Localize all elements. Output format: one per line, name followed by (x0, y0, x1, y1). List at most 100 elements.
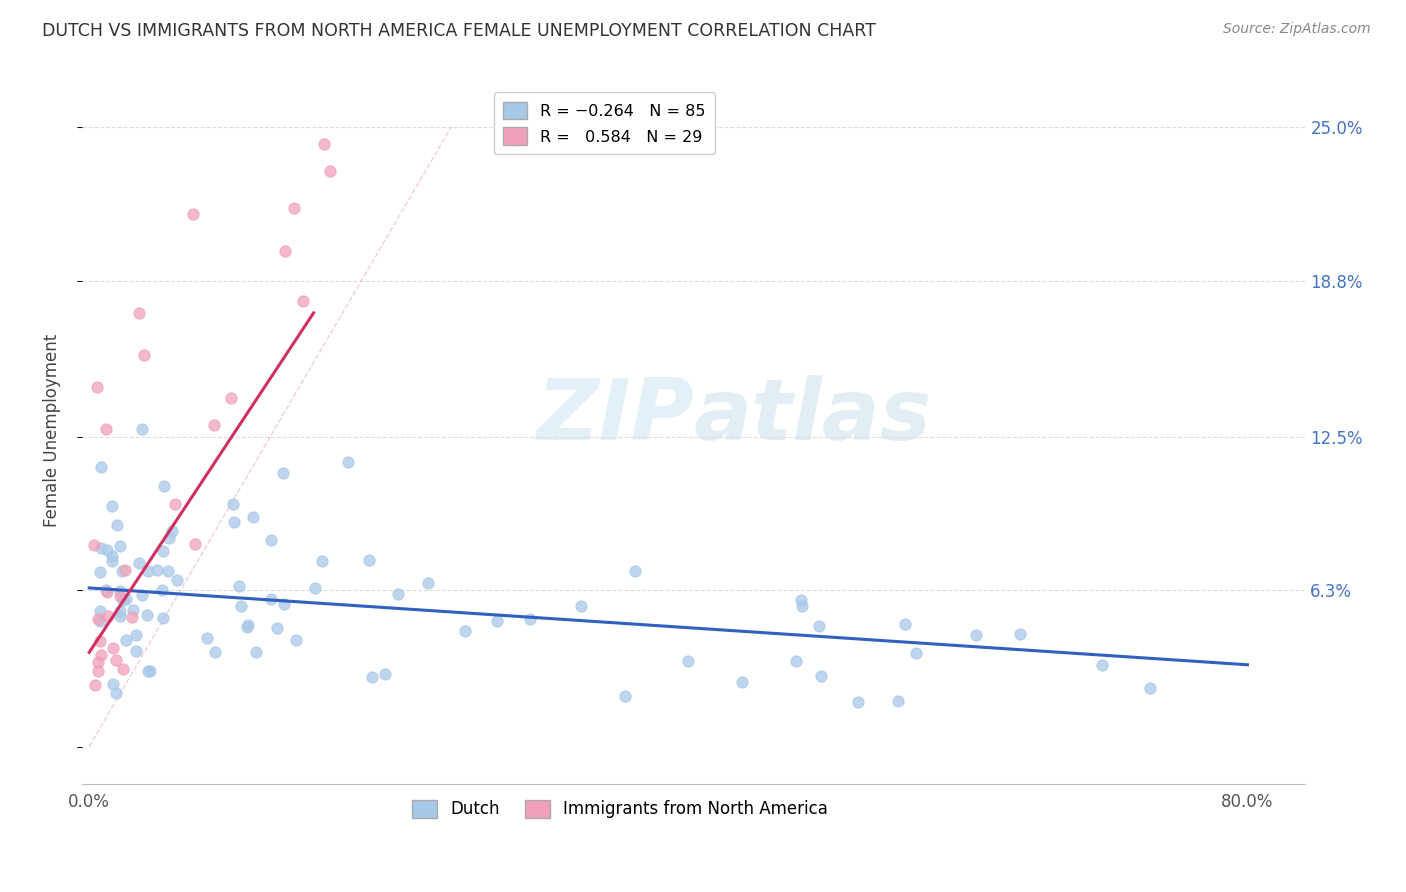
Point (90, 648, 112, 662)
Point (152, 544, 174, 558)
Point (291, 294, 314, 309)
Point (283, 201, 305, 215)
Point (96, 542, 118, 557)
Point (94, 422, 117, 436)
Point (202, 417, 225, 432)
Point (284, 632, 307, 647)
Point (103, 641, 125, 656)
Point (131, 422, 153, 436)
Point (318, 163, 340, 178)
Point (228, 579, 250, 593)
Point (569, 599, 592, 614)
Point (84, 677, 107, 691)
Point (785, 654, 807, 668)
Point (100, 499, 122, 513)
Point (96, 585, 118, 599)
Text: Source: ZipAtlas.com: Source: ZipAtlas.com (1223, 22, 1371, 37)
Point (623, 564, 645, 578)
Point (312, 136, 335, 151)
Point (1139, 681, 1161, 695)
Point (83, 538, 105, 552)
Point (221, 497, 243, 511)
Point (905, 646, 928, 660)
Point (131, 588, 153, 602)
Point (790, 592, 813, 607)
Text: ZIP: ZIP (536, 375, 693, 458)
Point (125, 644, 148, 658)
Point (165, 497, 187, 511)
Point (90, 459, 112, 474)
Point (181, 207, 204, 221)
Point (128, 306, 150, 320)
Point (273, 597, 295, 611)
Point (273, 244, 295, 258)
Point (112, 593, 135, 607)
Point (271, 466, 294, 480)
Point (676, 654, 699, 668)
Point (89, 614, 111, 628)
Point (731, 675, 754, 690)
Point (89, 565, 111, 579)
Point (136, 607, 159, 622)
Point (87, 664, 110, 678)
Point (89, 633, 111, 648)
Point (219, 391, 242, 405)
Point (229, 599, 252, 613)
Point (894, 616, 917, 631)
Y-axis label: Female Unemployment: Female Unemployment (44, 334, 60, 527)
Point (519, 612, 541, 626)
Point (115, 632, 138, 647)
Text: atlas: atlas (693, 375, 932, 458)
Point (374, 667, 396, 681)
Point (97, 609, 120, 624)
Point (136, 664, 159, 678)
Point (387, 587, 409, 601)
Point (108, 604, 131, 618)
Point (260, 592, 283, 607)
Point (242, 509, 264, 524)
Point (114, 563, 136, 577)
Point (101, 549, 124, 563)
Point (184, 537, 207, 551)
Point (111, 564, 134, 578)
Point (454, 624, 477, 639)
Point (486, 614, 509, 628)
Point (166, 573, 188, 587)
Point (887, 694, 910, 708)
Point (790, 599, 813, 613)
Point (224, 516, 246, 530)
Point (157, 564, 180, 578)
Point (108, 609, 131, 624)
Point (132, 348, 155, 362)
Point (418, 576, 440, 591)
Point (128, 556, 150, 570)
Point (235, 620, 257, 634)
Point (125, 628, 148, 642)
Point (146, 563, 169, 577)
Point (361, 670, 384, 684)
Point (87, 611, 110, 625)
Point (357, 553, 380, 567)
Legend: Dutch, Immigrants from North America: Dutch, Immigrants from North America (405, 793, 835, 825)
Point (245, 645, 267, 659)
Point (108, 590, 131, 604)
Point (260, 533, 283, 547)
Point (337, 454, 360, 468)
Point (304, 581, 326, 595)
Point (152, 611, 174, 625)
Point (86, 380, 108, 394)
Point (1010, 627, 1032, 641)
Point (94, 582, 117, 597)
Point (138, 664, 160, 678)
Point (108, 584, 131, 599)
Point (152, 479, 174, 493)
Point (808, 618, 831, 632)
Point (105, 685, 128, 699)
Point (1091, 658, 1114, 673)
Point (136, 564, 159, 578)
Point (90, 541, 112, 556)
Point (311, 554, 333, 568)
Point (108, 540, 131, 554)
Point (105, 517, 128, 532)
Point (89, 604, 111, 618)
